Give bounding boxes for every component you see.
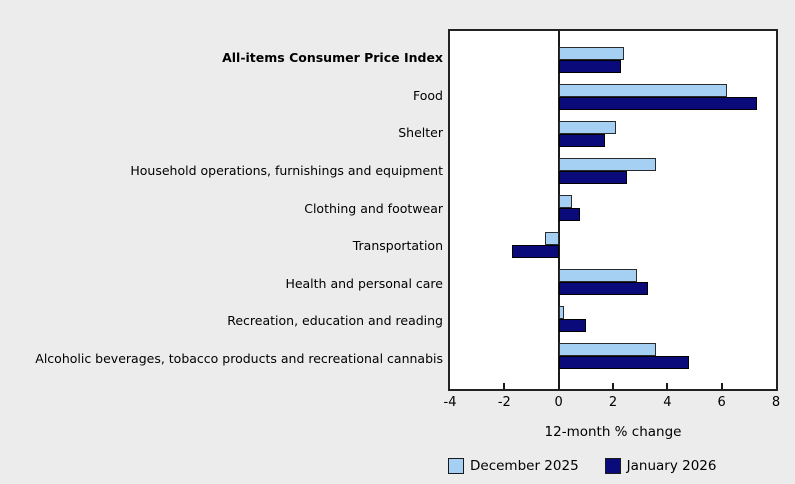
- legend-swatch: [448, 458, 464, 474]
- tick-mark: [720, 383, 723, 389]
- plot-inner: [450, 31, 776, 389]
- bar-group-3: [450, 115, 776, 152]
- category-labels-column: All-items Consumer Price Index Food Shelte…: [0, 29, 443, 391]
- tick-label: -2: [497, 395, 511, 410]
- legend-label: December 2025: [470, 458, 579, 474]
- bar-december-2025: [558, 195, 573, 208]
- bar-rows: [450, 31, 776, 389]
- tick-label: 2: [608, 395, 618, 410]
- category-label-rows: All-items Consumer Price Index Food Shelte…: [0, 29, 443, 391]
- tick-label: -4: [443, 395, 457, 410]
- bar-group-8: [450, 301, 776, 338]
- bar-january-2026: [512, 245, 559, 259]
- bar-december-2025: [545, 232, 559, 246]
- legend-swatch: [604, 458, 621, 474]
- bar-group-9: [450, 338, 776, 375]
- category-label: Transportation: [352, 238, 443, 254]
- category-label: Clothing and footwear: [304, 200, 443, 216]
- legend-item-january-2026: January 2026: [604, 458, 717, 474]
- category-label: Alcoholic beverages, tobacco products an…: [35, 350, 443, 366]
- bar-january-2026: [558, 96, 757, 110]
- legend: December 2025 January 2026: [448, 458, 716, 474]
- tick-label: 8: [771, 395, 781, 410]
- bar-december-2025: [558, 83, 728, 97]
- category-label: Food: [413, 87, 443, 103]
- plot-area: [448, 29, 778, 391]
- x-axis-title: 12-month % change: [544, 424, 682, 440]
- category-label: Household operations, furnishings and eq…: [130, 162, 443, 178]
- bar-december-2025: [558, 306, 565, 320]
- bar-group-5: [450, 189, 776, 226]
- tick-mark: [612, 383, 614, 389]
- bar-group-4: [450, 152, 776, 189]
- bar-january-2026: [558, 207, 581, 221]
- category-label: Health and personal care: [285, 275, 443, 291]
- bar-december-2025: [558, 343, 657, 357]
- bar-group-1: [450, 41, 776, 78]
- bar-january-2026: [558, 356, 690, 370]
- bar-group-2: [450, 78, 776, 115]
- bar-january-2026: [558, 59, 622, 73]
- bar-january-2026: [558, 170, 627, 184]
- x-axis-tick-labels: -4 -2 0 2 4 6 8: [444, 395, 781, 411]
- tick-mark: [557, 383, 560, 389]
- bar-december-2025: [558, 269, 638, 283]
- bar-january-2026: [558, 319, 586, 333]
- tick-label: 0: [554, 395, 563, 410]
- category-label: Shelter: [398, 125, 443, 141]
- bar-december-2025: [558, 120, 616, 134]
- bar-january-2026: [558, 282, 649, 296]
- bar-january-2026: [558, 133, 605, 147]
- tick-label: 4: [663, 395, 672, 410]
- bar-december-2025: [558, 46, 624, 60]
- category-label: All-items Consumer Price Index: [222, 50, 443, 66]
- tick-label: 6: [717, 395, 726, 410]
- bar-group-6: [450, 227, 776, 264]
- tick-mark: [666, 383, 669, 389]
- legend-label: January 2026: [626, 458, 717, 474]
- tick-mark: [503, 383, 506, 389]
- bar-group-7: [450, 264, 776, 301]
- legend-item-december-2025: December 2025: [448, 458, 579, 474]
- bar-december-2025: [558, 157, 657, 171]
- category-label: Recreation, education and reading: [227, 313, 443, 329]
